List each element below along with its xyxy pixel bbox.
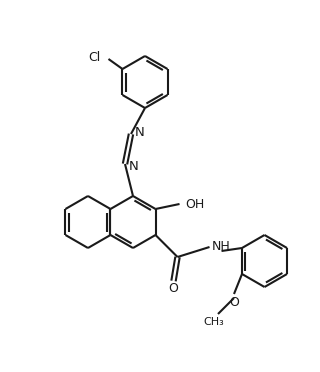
Text: OH: OH bbox=[186, 198, 205, 211]
Text: NH: NH bbox=[212, 240, 230, 253]
Text: Cl: Cl bbox=[88, 51, 100, 64]
Text: CH₃: CH₃ bbox=[204, 317, 224, 327]
Text: N: N bbox=[135, 125, 145, 138]
Text: O: O bbox=[169, 282, 179, 295]
Text: O: O bbox=[229, 295, 239, 308]
Text: N: N bbox=[129, 160, 139, 173]
